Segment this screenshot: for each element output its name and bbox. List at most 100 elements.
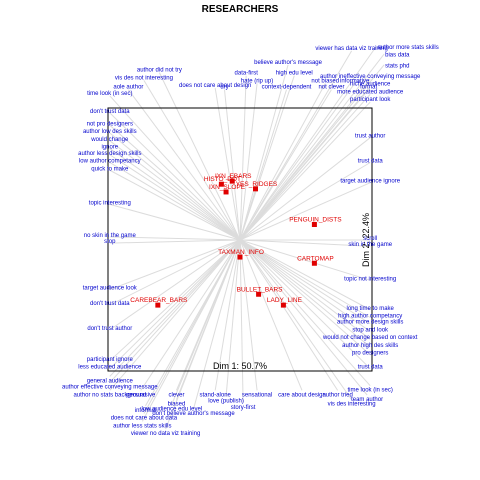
- variable-label: trust author: [355, 134, 385, 140]
- variable-label: viewer has data viz training: [315, 46, 387, 52]
- variable-line: [239, 83, 258, 241]
- variable-line: [109, 236, 241, 241]
- variable-label: care about design: [278, 392, 326, 398]
- variable-label: believe author's message: [254, 60, 323, 66]
- variable-line: [224, 89, 241, 241]
- variable-line: [127, 89, 241, 241]
- variable-lines: [109, 45, 385, 430]
- variable-label: stop: [104, 239, 116, 245]
- point-label: YES_RIDGES: [236, 181, 278, 188]
- variable-line: [239, 239, 371, 311]
- variable-line: [158, 72, 241, 241]
- variable-label: author tried: [322, 392, 352, 398]
- variable-line: [239, 239, 339, 391]
- variable-line: [239, 239, 353, 400]
- variable-label: persuasive: [126, 392, 156, 398]
- point-marker: [256, 291, 262, 297]
- point-marker: [237, 254, 243, 260]
- variable-label: more educated audience: [337, 89, 404, 95]
- chart-title: RESEARCHERS: [202, 4, 279, 15]
- variable-label: topic interesting: [89, 200, 131, 206]
- variable-line: [239, 239, 258, 391]
- variable-label: story-first: [231, 405, 256, 411]
- variable-label: team author: [351, 397, 383, 403]
- variable-label: topic not interesting: [344, 276, 396, 282]
- variable-label: don't believe author's message: [152, 411, 235, 417]
- variable-line: [109, 239, 241, 383]
- point-label: IXN_SLOPE: [209, 184, 246, 191]
- variable-line: [109, 239, 241, 391]
- variable-label: general audience: [87, 378, 134, 384]
- plot-frame: [107, 107, 373, 372]
- variable-line: [165, 239, 241, 430]
- point-label: TAXMAN_INFO: [218, 249, 264, 256]
- variable-line: [109, 239, 241, 362]
- variable-label: author no stats background: [73, 392, 146, 398]
- y-axis-label: Dim 2: 22.4%: [361, 213, 371, 267]
- variable-line: [239, 75, 247, 241]
- variable-label: data-first: [235, 71, 259, 77]
- variable-line: [239, 239, 244, 403]
- variable-label: target audience ignore: [340, 179, 400, 185]
- variable-line: [239, 86, 371, 241]
- variable-label: stand-alone: [200, 392, 232, 398]
- variable-label: less educated audience: [78, 365, 142, 371]
- variable-line: [239, 83, 356, 241]
- variable-line: [239, 75, 295, 241]
- variable-label: author low des skills: [83, 129, 137, 135]
- point-marker: [155, 302, 161, 308]
- variable-line: [109, 124, 241, 241]
- variable-line: [239, 64, 289, 241]
- variable-line: [239, 239, 371, 247]
- variable-label: hate (rip up): [241, 78, 273, 84]
- variable-line: [239, 239, 371, 370]
- variable-line: [239, 101, 371, 241]
- variable-line: [239, 239, 303, 391]
- variable-label: stop and look: [352, 327, 389, 333]
- variable-label: bias data: [385, 53, 410, 59]
- variable-line: [109, 239, 241, 306]
- variable-line: [171, 239, 241, 405]
- variable-line: [109, 203, 241, 241]
- point-label: CAREBEAR_BARS: [130, 297, 188, 304]
- point-marker: [280, 302, 286, 308]
- variable-line: [239, 239, 371, 318]
- variable-line: [109, 162, 241, 241]
- point-label: PENGUIN_DISTS: [289, 217, 342, 224]
- variable-line: [214, 239, 241, 391]
- variable-line: [214, 88, 241, 241]
- variable-line: [239, 239, 371, 348]
- point-label: HISTO_DOT: [204, 176, 241, 183]
- variable-label: dry: [220, 85, 228, 91]
- variable-label: target audience look: [83, 286, 138, 292]
- variable-line: [109, 239, 241, 331]
- variable-line: [239, 93, 371, 241]
- variable-label: author effective conveying message: [62, 385, 158, 391]
- variable-line: [225, 239, 241, 397]
- variable-line: [239, 239, 371, 340]
- variable-line: [109, 140, 241, 241]
- variable-line: [239, 239, 371, 356]
- variable-label: author ineffective conveying message: [320, 74, 421, 80]
- point-label: CARTOMAP: [297, 255, 334, 262]
- point-label: IXN_EBARS: [215, 173, 252, 180]
- variable-label: love (publish): [208, 399, 244, 405]
- variable-line: [239, 239, 371, 387]
- variable-line: [141, 239, 241, 422]
- variable-label: sensational: [242, 392, 272, 398]
- variable-line: [239, 162, 371, 241]
- variable-label: time look (in sec): [348, 388, 393, 394]
- point-marker: [218, 181, 224, 187]
- variable-label: time look (in sec): [87, 91, 132, 97]
- variable-line: [140, 239, 241, 391]
- variable-label: low audience edu level: [141, 406, 202, 412]
- variable-label: pro designers: [352, 351, 388, 357]
- variable-line: [239, 239, 371, 325]
- variable-label: high edu level: [276, 71, 313, 77]
- variable-label: vis des interesting: [328, 402, 376, 408]
- variable-label: not pro designers: [87, 121, 133, 127]
- point-marker: [311, 260, 317, 266]
- variable-label: does not care about data: [111, 416, 178, 422]
- variable-label: vis des not interesting: [115, 75, 173, 81]
